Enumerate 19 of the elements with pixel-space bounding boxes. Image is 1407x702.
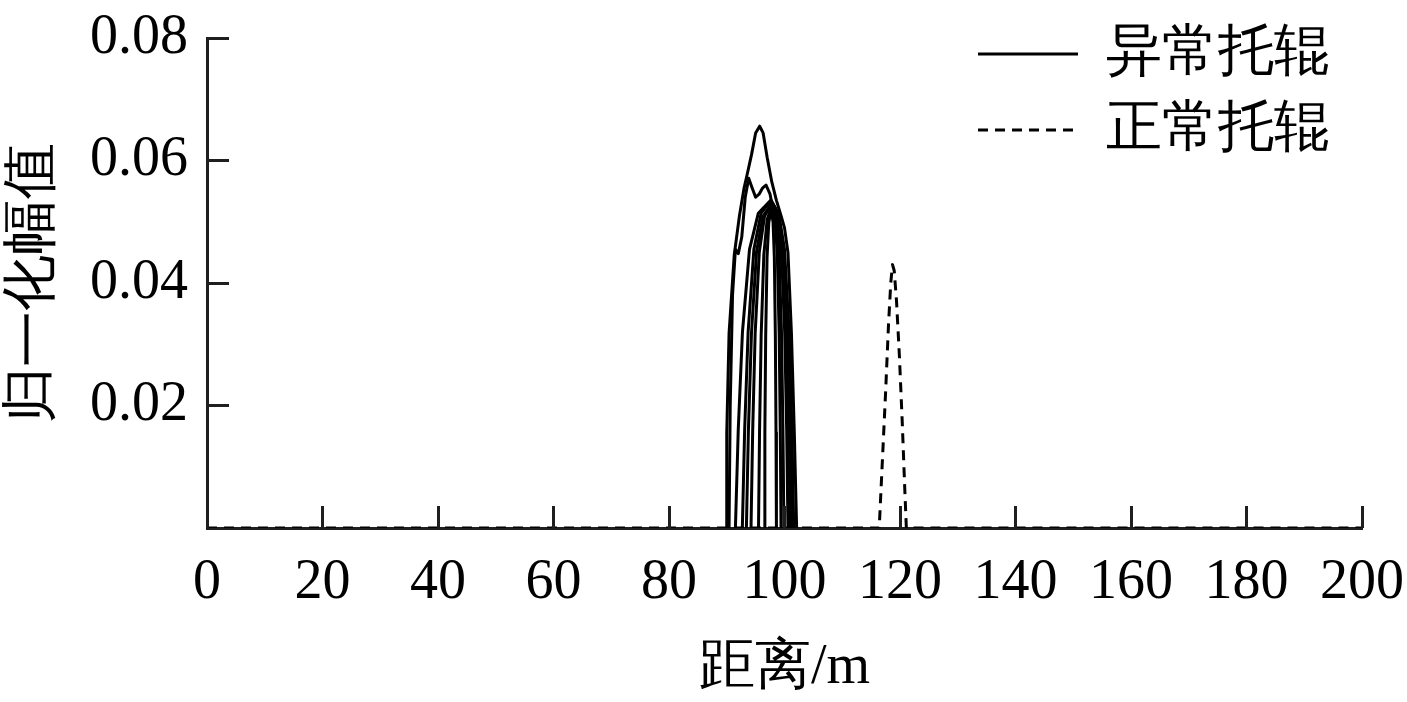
x-tick-label: 80 (641, 548, 697, 611)
x-tick-label: 60 (525, 548, 582, 611)
x-tick-label: 140 (973, 548, 1058, 611)
x-tick-label: 120 (858, 548, 942, 611)
y-tick-label: 0.04 (90, 247, 188, 310)
legend-label: 正常托辊 (1106, 94, 1330, 157)
y-tick-label: 0.02 (90, 370, 188, 433)
x-tick-label: 160 (1089, 548, 1173, 611)
x-tick-label: 100 (742, 548, 827, 611)
y-tick-label: 0.06 (90, 125, 188, 188)
x-tick-label: 40 (410, 548, 466, 611)
legend-label: 异常托辊 (1106, 18, 1330, 81)
x-tick-label: 0 (193, 548, 221, 611)
x-tick-label: 180 (1204, 548, 1289, 611)
y-axis-title: 归一化幅值 (0, 143, 61, 423)
y-tick-label: 0.08 (90, 2, 188, 65)
x-tick-label: 20 (294, 548, 351, 611)
x-tick-label: 200 (1320, 548, 1404, 611)
x-axis-title: 距离/m (698, 633, 871, 696)
